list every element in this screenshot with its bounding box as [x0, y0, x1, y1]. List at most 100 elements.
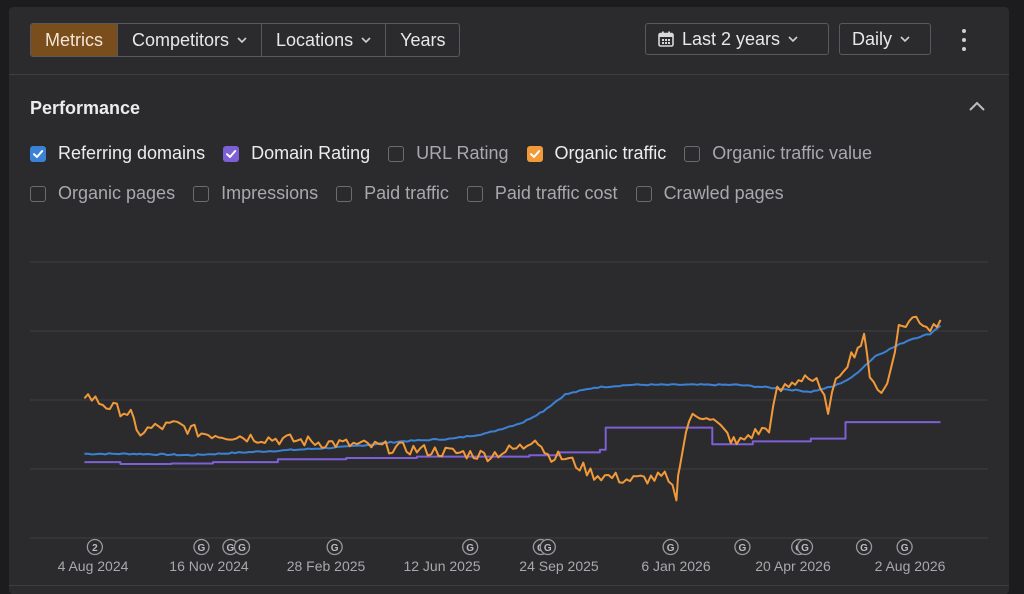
- tab-years[interactable]: Years: [386, 24, 459, 56]
- metric-checkbox-row-1: Referring domains Domain Rating URL Rating…: [30, 143, 890, 164]
- series-line-domain-rating: [84, 421, 941, 465]
- checkbox-label: URL Rating: [416, 143, 509, 163]
- event-marker-circle: [662, 538, 679, 556]
- checkbox-label: Organic pages: [58, 183, 176, 203]
- event-marker-circle: [233, 538, 251, 556]
- checkbox-organic-traffic[interactable]: Organic traffic: [526, 143, 667, 164]
- event-marker-label: G: [466, 543, 474, 554]
- chevron-up-icon[interactable]: [967, 99, 987, 113]
- checkbox-label: Impressions: [221, 183, 319, 203]
- checked-checkbox-icon: [30, 145, 46, 162]
- event-marker[interactable]: G: [662, 538, 679, 556]
- unchecked-checkbox-icon: [336, 185, 353, 202]
- x-tick-label: 6 Jan 2026: [641, 558, 710, 574]
- checkbox-organic-pages[interactable]: Organic pages: [30, 183, 175, 204]
- date-range-label: Last 2 years: [682, 28, 781, 49]
- series-line-referring-domains: [84, 324, 942, 457]
- event-marker-label: G: [544, 543, 552, 554]
- event-marker[interactable]: G: [734, 538, 751, 556]
- chevron-down-icon: [237, 37, 247, 43]
- event-marker[interactable]: G: [462, 538, 479, 556]
- tab-competitors[interactable]: Competitors: [118, 24, 263, 56]
- event-marker-circle: [193, 538, 210, 556]
- event-marker[interactable]: G: [855, 538, 873, 556]
- event-marker[interactable]: G: [539, 538, 556, 556]
- checkbox-paid-traffic-cost[interactable]: Paid traffic cost: [466, 183, 618, 204]
- view-segmented-control: Metrics Competitors Locations Years: [30, 23, 461, 57]
- event-marker-label: G: [739, 543, 747, 554]
- x-tick-label: 28 Feb 2025: [287, 558, 366, 574]
- x-tick-label: 16 Nov 2024: [169, 558, 249, 574]
- tab-competitors-label: Competitors: [132, 30, 230, 50]
- checkbox-paid-traffic[interactable]: Paid traffic: [336, 183, 449, 204]
- event-marker-circle: [734, 538, 751, 556]
- event-marker-label: G: [901, 543, 909, 554]
- x-tick-label: 4 Aug 2024: [58, 558, 129, 574]
- tab-metrics-label: Metrics: [45, 30, 103, 50]
- event-marker[interactable]: G: [896, 538, 913, 556]
- event-marker-label: G: [860, 543, 868, 554]
- checkbox-crawled-pages[interactable]: Crawled pages: [635, 183, 784, 204]
- checkbox-label: Organic traffic: [554, 143, 667, 163]
- chevron-down-icon: [361, 37, 371, 43]
- chevron-down-icon: [788, 36, 798, 42]
- tab-years-label: Years: [400, 30, 446, 50]
- x-tick-label: 24 Sep 2025: [519, 558, 599, 574]
- checkbox-label: Paid traffic: [364, 183, 449, 203]
- calendar-icon: [658, 31, 674, 47]
- event-marker[interactable]: G: [796, 538, 814, 556]
- granularity-dropdown[interactable]: Daily: [839, 23, 931, 55]
- event-marker[interactable]: G: [193, 538, 210, 556]
- event-marker[interactable]: G: [233, 538, 251, 556]
- event-marker-label: G: [667, 543, 675, 554]
- event-marker-circle: [796, 538, 814, 556]
- x-tick-label: 20 Apr 2026: [755, 558, 831, 574]
- event-marker-label: G: [331, 543, 339, 554]
- date-range-dropdown[interactable]: Last 2 years: [645, 23, 829, 55]
- unchecked-checkbox-icon: [388, 145, 405, 162]
- tab-metrics[interactable]: Metrics: [31, 24, 118, 56]
- checkbox-label: Referring domains: [58, 143, 206, 163]
- checkbox-label: Paid traffic cost: [494, 183, 618, 203]
- checkbox-organic-traffic-value[interactable]: Organic traffic value: [684, 143, 872, 164]
- section-title: Performance: [30, 98, 141, 118]
- unchecked-checkbox-icon: [193, 185, 210, 202]
- performance-panel: Metrics Competitors Locations Years: [9, 7, 1009, 594]
- granularity-label: Daily: [852, 28, 893, 49]
- checkbox-label: Crawled pages: [663, 183, 784, 203]
- checkbox-impressions[interactable]: Impressions: [193, 183, 318, 204]
- checkbox-label: Organic traffic value: [712, 143, 872, 163]
- checked-checkbox-icon: [223, 145, 240, 162]
- event-marker-label: G: [801, 543, 809, 554]
- checked-checkbox-icon: [526, 145, 543, 162]
- tab-locations-label: Locations: [276, 30, 354, 50]
- divider: [9, 585, 1009, 586]
- unchecked-checkbox-icon: [635, 185, 652, 202]
- event-marker-circle: [462, 538, 479, 556]
- event-marker-label: G: [227, 543, 235, 554]
- checkbox-url-rating[interactable]: URL Rating: [388, 143, 509, 164]
- event-marker-circle: [855, 538, 873, 556]
- x-tick-label: 2 Aug 2026: [875, 558, 946, 574]
- metric-checkbox-row-2: Organic pages Impressions Paid traffic Paid…: [30, 183, 802, 204]
- event-marker[interactable]: G: [326, 538, 343, 556]
- event-marker[interactable]: 2: [86, 538, 104, 556]
- toolbar: Metrics Competitors Locations Years: [9, 7, 1009, 74]
- x-tick-label: 12 Jun 2025: [403, 558, 480, 574]
- unchecked-checkbox-icon: [684, 145, 701, 162]
- chevron-down-icon: [900, 36, 910, 42]
- kebab-menu-icon[interactable]: [954, 29, 974, 51]
- tab-locations[interactable]: Locations: [262, 24, 387, 56]
- event-marker-label: G: [238, 543, 246, 554]
- event-marker-label: G: [198, 543, 206, 554]
- event-marker-circle: [86, 538, 104, 556]
- checkbox-domain-rating[interactable]: Domain Rating: [223, 143, 370, 164]
- series-line-organic-traffic: [83, 315, 942, 502]
- checkbox-referring-domains[interactable]: Referring domains: [30, 143, 205, 164]
- unchecked-checkbox-icon: [466, 185, 483, 202]
- divider: [9, 74, 1009, 75]
- unchecked-checkbox-icon: [30, 185, 46, 202]
- checkbox-label: Domain Rating: [251, 143, 371, 163]
- event-marker-circle: [896, 538, 913, 556]
